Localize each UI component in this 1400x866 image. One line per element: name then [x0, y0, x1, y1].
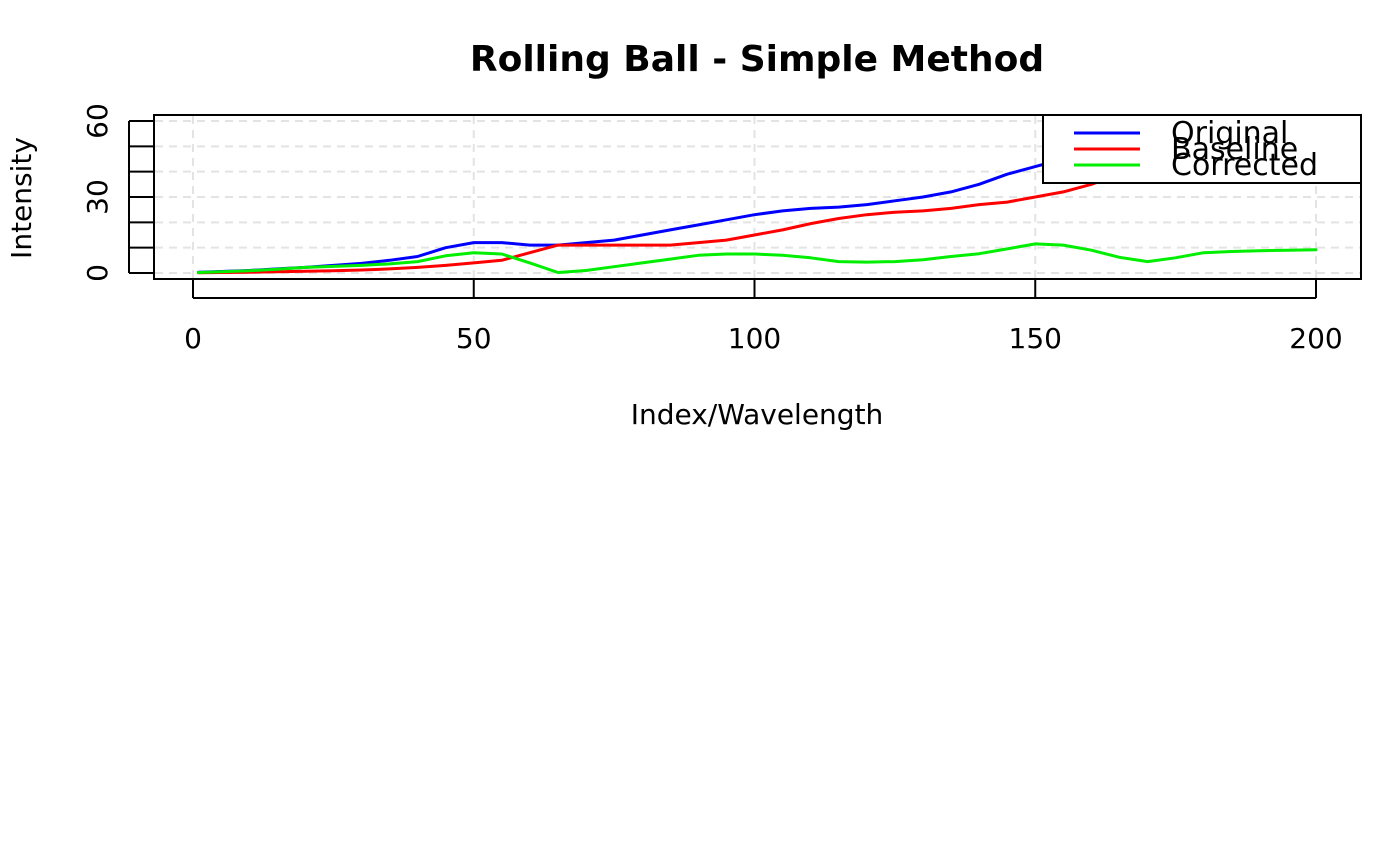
series-line-corrected — [197, 242, 1318, 274]
y-axis-label: Intensity — [5, 137, 38, 259]
y-tick-label: 0 — [81, 264, 114, 282]
grid — [155, 116, 1360, 278]
x-tick-label: 150 — [1009, 322, 1062, 355]
y-tick-label: 30 — [81, 179, 114, 215]
y-axis: 0 30 60 — [81, 103, 154, 282]
x-tick-label: 0 — [184, 322, 202, 355]
legend-label-original: Original — [1171, 116, 1288, 151]
legend-label-corrected: Corrected — [1171, 148, 1318, 183]
chart-title: Rolling Ball - Simple Method — [470, 39, 1044, 80]
x-axis: 0 50 100 150 200 — [184, 279, 1343, 355]
x-axis-label: Index/Wavelength — [631, 398, 884, 431]
x-tick-label: 200 — [1289, 322, 1342, 355]
x-tick-label: 100 — [728, 322, 781, 355]
x-tick-label: 50 — [456, 322, 492, 355]
legend-label-baseline: Baseline — [1171, 132, 1298, 167]
y-tick-label: 60 — [81, 103, 114, 139]
